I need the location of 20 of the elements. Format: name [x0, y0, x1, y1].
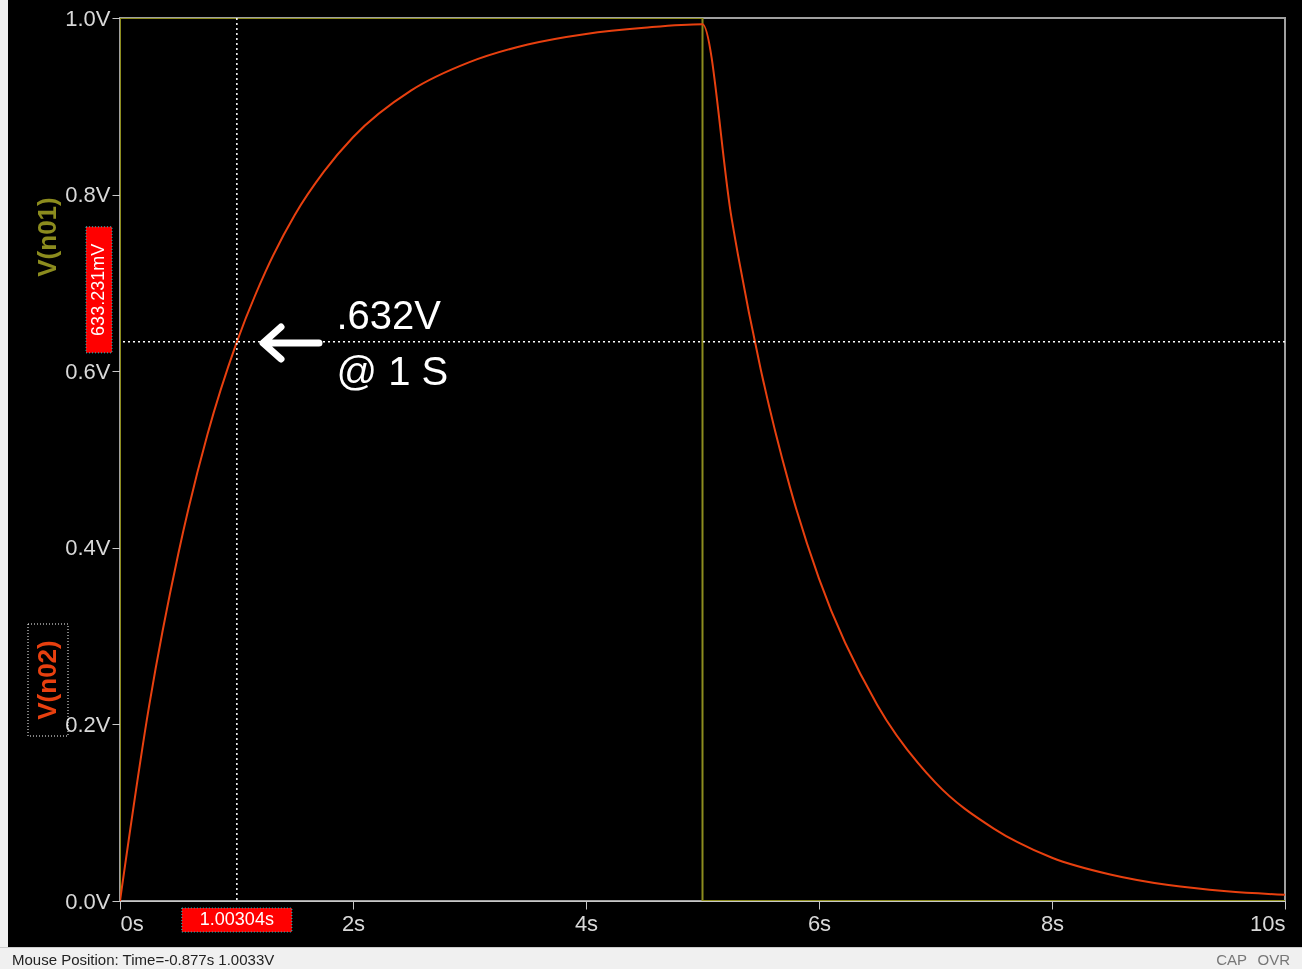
text: V(n01) — [32, 197, 62, 277]
text: CAP — [1216, 951, 1247, 968]
x-tick-label: 0s — [120, 910, 144, 936]
x-tick-label: 2s — [341, 910, 366, 936]
y-tick-label: 0.2V — [65, 711, 111, 737]
text: Mouse Position: Time=-0.877s 1.0033V — [12, 951, 275, 968]
y-tick-label: 0.8V — [65, 182, 111, 208]
y-tick-label: 0.6V — [65, 358, 111, 384]
text: OVR — [1257, 951, 1290, 968]
ref-line-label: 633.231mV — [88, 243, 108, 336]
y-tick-label: 1.0V — [65, 5, 111, 31]
y-tick-label: 0.0V — [65, 888, 111, 914]
x-tick-label: 6s — [807, 910, 832, 936]
x-tick-label: 8s — [1040, 910, 1065, 936]
x-tick-label: 4s — [574, 910, 599, 936]
text: V(n02) — [32, 640, 62, 720]
ref-line-label: 1.00304s — [199, 909, 274, 929]
y-tick-label: 0.4V — [65, 535, 111, 561]
annotation: .632V @ 1 S — [336, 291, 449, 395]
x-tick-label: 10s — [1250, 910, 1286, 936]
